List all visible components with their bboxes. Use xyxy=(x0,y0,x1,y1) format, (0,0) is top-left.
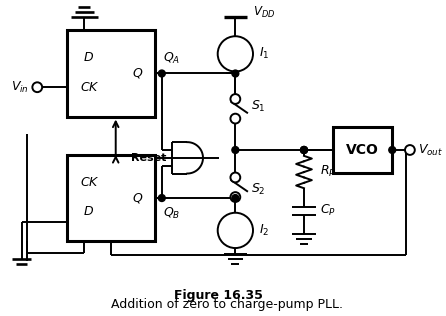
Circle shape xyxy=(232,70,239,77)
Text: $D$: $D$ xyxy=(83,51,94,64)
Text: $V_{out}$: $V_{out}$ xyxy=(418,143,443,158)
Text: $R_P$: $R_P$ xyxy=(320,164,336,179)
Text: $V_{in}$: $V_{in}$ xyxy=(12,80,29,95)
Text: $Q_A$: $Q_A$ xyxy=(163,51,180,66)
Text: $I_1$: $I_1$ xyxy=(259,46,269,61)
Circle shape xyxy=(231,173,240,182)
Circle shape xyxy=(231,192,240,202)
Text: $S_2$: $S_2$ xyxy=(251,182,265,197)
Circle shape xyxy=(301,147,307,153)
Circle shape xyxy=(389,147,396,153)
Circle shape xyxy=(232,147,239,153)
Text: $Q$: $Q$ xyxy=(132,66,143,81)
Text: VCO: VCO xyxy=(347,143,379,157)
Circle shape xyxy=(231,114,240,124)
Text: Addition of zero to charge-pump PLL.: Addition of zero to charge-pump PLL. xyxy=(95,298,343,312)
Bar xyxy=(334,127,392,173)
Text: $CK$: $CK$ xyxy=(80,176,100,189)
Text: $CK$: $CK$ xyxy=(80,81,100,94)
Text: $C_P$: $C_P$ xyxy=(320,203,336,218)
Circle shape xyxy=(158,70,165,77)
Text: $V_{DD}$: $V_{DD}$ xyxy=(253,5,275,20)
Circle shape xyxy=(405,145,415,155)
Circle shape xyxy=(218,213,253,248)
Text: $Q_B$: $Q_B$ xyxy=(163,206,180,221)
Text: $S_1$: $S_1$ xyxy=(251,99,266,114)
Text: $Q$: $Q$ xyxy=(132,191,143,205)
Circle shape xyxy=(232,195,239,202)
Circle shape xyxy=(301,147,307,153)
Text: Reset: Reset xyxy=(131,153,167,163)
Circle shape xyxy=(218,36,253,71)
Text: $I_2$: $I_2$ xyxy=(259,223,269,238)
Circle shape xyxy=(33,82,42,92)
Text: $D$: $D$ xyxy=(83,205,94,218)
Bar xyxy=(67,30,155,117)
Circle shape xyxy=(231,94,240,104)
Text: Figure 16.35: Figure 16.35 xyxy=(174,289,263,301)
Circle shape xyxy=(158,195,165,202)
Circle shape xyxy=(301,147,307,153)
Bar xyxy=(67,155,155,241)
